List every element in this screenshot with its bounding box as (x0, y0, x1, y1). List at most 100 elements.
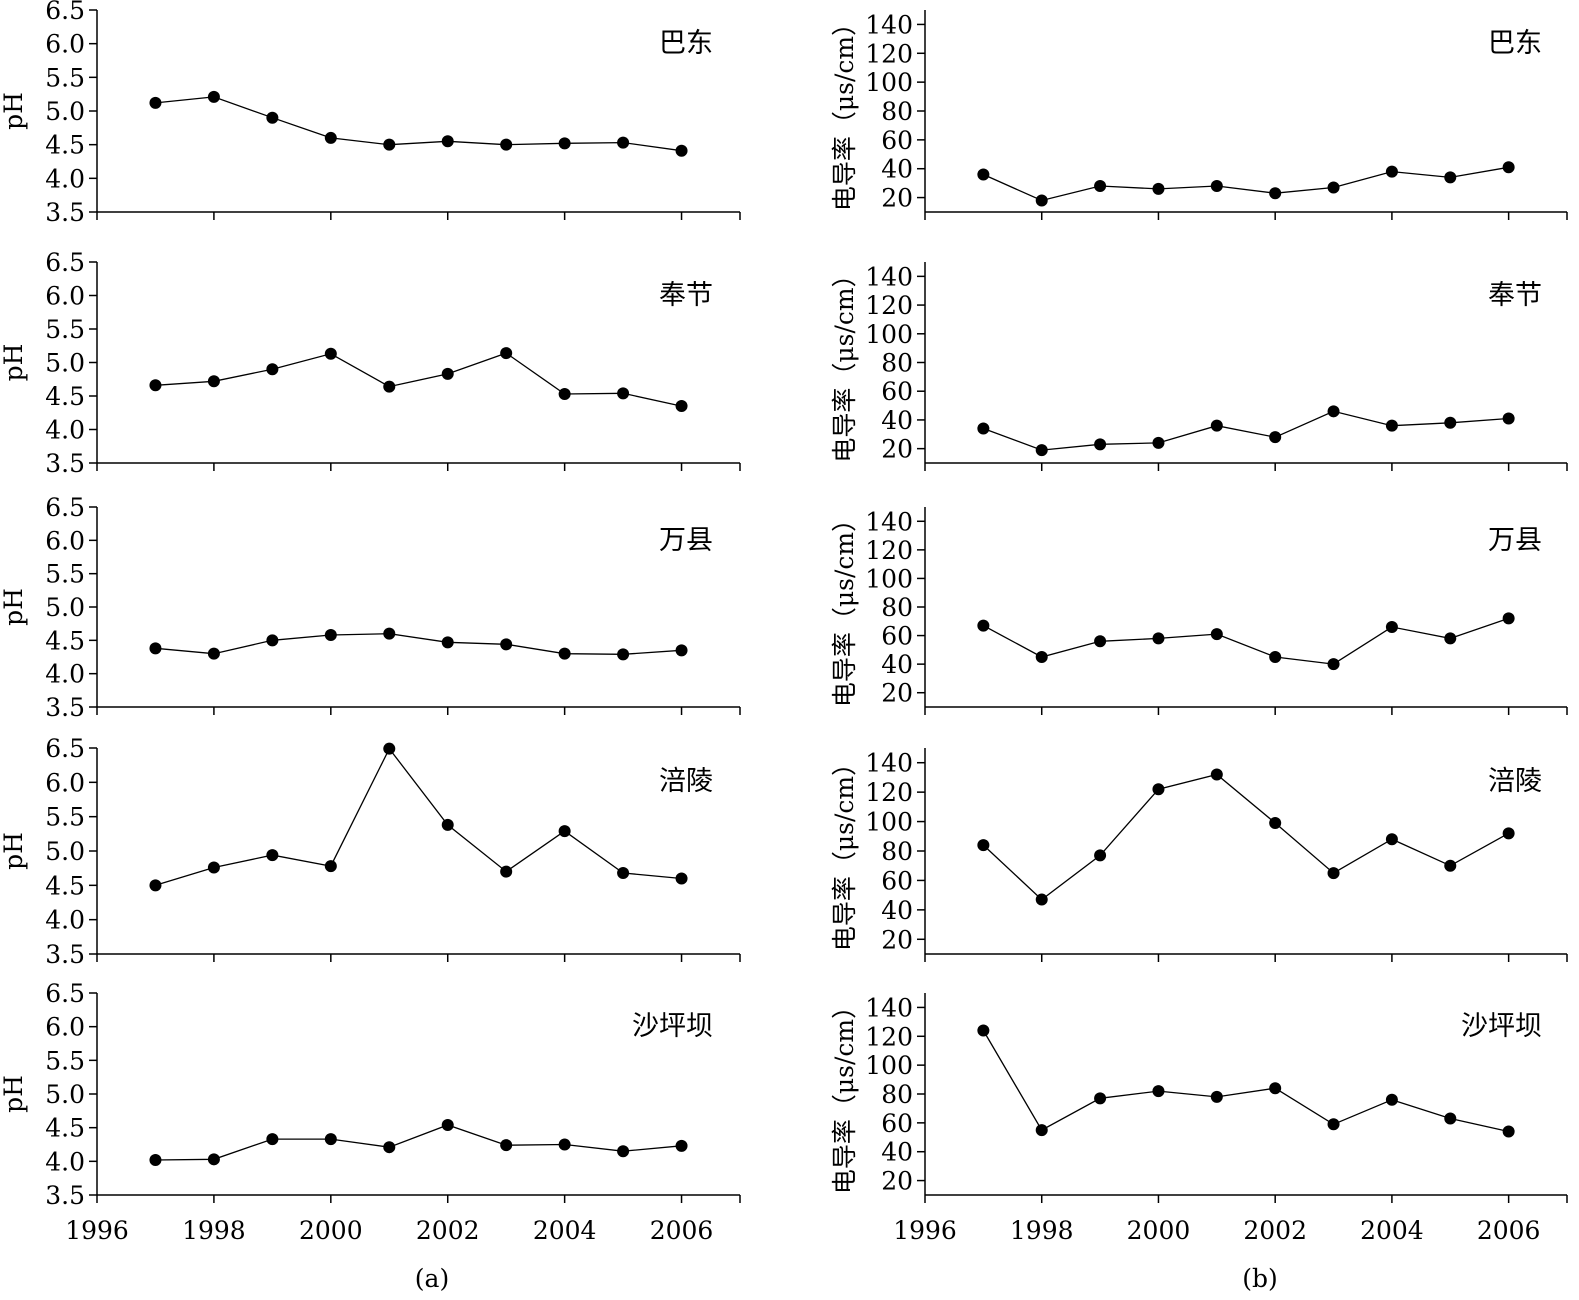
data-point (1502, 161, 1515, 174)
data-point (149, 379, 162, 392)
data-point (1444, 1112, 1457, 1125)
data-point (266, 111, 279, 124)
data-point (977, 1024, 990, 1037)
y-axis-title: 电导率（μs/cm） (830, 11, 859, 211)
data-point (1502, 612, 1515, 625)
y-tick-label: 140 (865, 507, 913, 536)
data-point (500, 347, 513, 360)
station-label: 万县 (659, 525, 713, 556)
data-point (1502, 1125, 1515, 1138)
data-point (149, 1153, 162, 1166)
y-tick-label: 5.0 (45, 837, 85, 866)
x-tick-label: 2002 (1243, 1216, 1307, 1245)
y-axis-title: 电导率（μs/cm） (830, 751, 859, 951)
data-point (441, 135, 454, 148)
y-tick-label: 6.0 (45, 526, 85, 555)
y-axis-title: pH (0, 1075, 28, 1113)
series-line (982, 1030, 1509, 1133)
y-tick-label: 120 (865, 1022, 913, 1051)
data-point (324, 629, 337, 641)
data-point (617, 866, 630, 879)
data-point (1385, 1093, 1398, 1106)
station-label: 涪陵 (659, 766, 713, 797)
y-tick-label: 4.0 (45, 416, 85, 445)
data-point (1444, 859, 1457, 872)
y-tick-label: 120 (865, 39, 913, 68)
y-tick-label: 5.5 (45, 315, 85, 344)
caption-b: (b) (1242, 1264, 1278, 1293)
y-tick-label: 3.5 (45, 449, 85, 478)
y-tick-label: 60 (881, 866, 913, 895)
data-point (1094, 438, 1107, 451)
station-label: 巴东 (1488, 28, 1542, 59)
data-point (675, 872, 688, 885)
y-tick-label: 6.0 (45, 30, 85, 59)
chart-panel-a-4: 3.5 4.0 4.5 5.0 5.5 6.0 6.5 1996 1998 2000 2002 200… (0, 979, 741, 1245)
data-point (675, 144, 688, 157)
data-point (207, 375, 220, 388)
data-point (1269, 431, 1282, 444)
y-tick-label: 6.5 (45, 0, 85, 25)
y-tick-label: 80 (881, 1080, 913, 1109)
data-point (441, 367, 454, 380)
data-point (1327, 1118, 1340, 1131)
y-tick-label: 4.5 (45, 871, 85, 900)
y-tick-label: 4.5 (45, 626, 85, 655)
y-tick-label: 140 (865, 10, 913, 39)
y-axis-title: pH (0, 344, 28, 382)
y-tick-label: 5.5 (45, 560, 85, 589)
y-axis-title: 电导率（μs/cm） (830, 507, 859, 707)
data-point (441, 1118, 454, 1131)
series-line (155, 633, 682, 655)
data-point (558, 1138, 571, 1151)
data-point (207, 1153, 220, 1166)
y-tick-label: 20 (881, 184, 913, 213)
data-point (1094, 180, 1107, 193)
y-tick-label: 5.0 (45, 349, 85, 378)
y-tick-label: 4.5 (45, 382, 85, 411)
data-point (324, 860, 337, 873)
data-point (1210, 180, 1223, 193)
station-label: 万县 (1488, 525, 1542, 556)
x-tick-label: 1996 (65, 1216, 129, 1245)
y-tick-label: 3.5 (45, 1181, 85, 1210)
y-tick-label: 20 (881, 435, 913, 464)
data-point (149, 642, 162, 655)
data-point (1385, 419, 1398, 432)
y-tick-label: 120 (865, 291, 913, 320)
y-tick-label: 80 (881, 837, 913, 866)
data-point (383, 1141, 396, 1154)
data-point (383, 627, 396, 640)
data-point (617, 1145, 630, 1158)
series-line (983, 617, 1509, 665)
data-point (1035, 893, 1048, 906)
data-point (977, 168, 990, 181)
y-tick-label: 40 (881, 1138, 913, 1167)
y-tick-label: 20 (881, 925, 913, 954)
series-line (155, 96, 682, 152)
y-tick-label: 5.5 (45, 1046, 85, 1075)
data-point (266, 849, 279, 862)
data-point (1444, 171, 1457, 184)
y-tick-label: 3.5 (45, 693, 85, 722)
data-point (1502, 412, 1515, 425)
data-point (149, 96, 162, 109)
data-point (1502, 827, 1515, 840)
data-point (617, 387, 630, 400)
data-point (1269, 651, 1282, 663)
data-point (1094, 849, 1107, 862)
data-point (1444, 632, 1457, 645)
y-tick-label: 120 (865, 536, 913, 565)
chart-panel-a-3: 3.5 4.0 4.5 5.0 5.5 6.0 6.5 pH 涪陵 (0, 734, 741, 969)
chart-panels: 3.5 4.0 4.5 5.0 5.5 6.0 6.5 pH 巴东 204060801001201… (0, 0, 1568, 1245)
series-line (983, 410, 1509, 451)
data-point (149, 879, 162, 892)
y-tick-label: 140 (865, 262, 913, 291)
data-point (1327, 867, 1340, 880)
y-tick-label: 6.5 (45, 248, 85, 277)
data-point (207, 861, 220, 874)
